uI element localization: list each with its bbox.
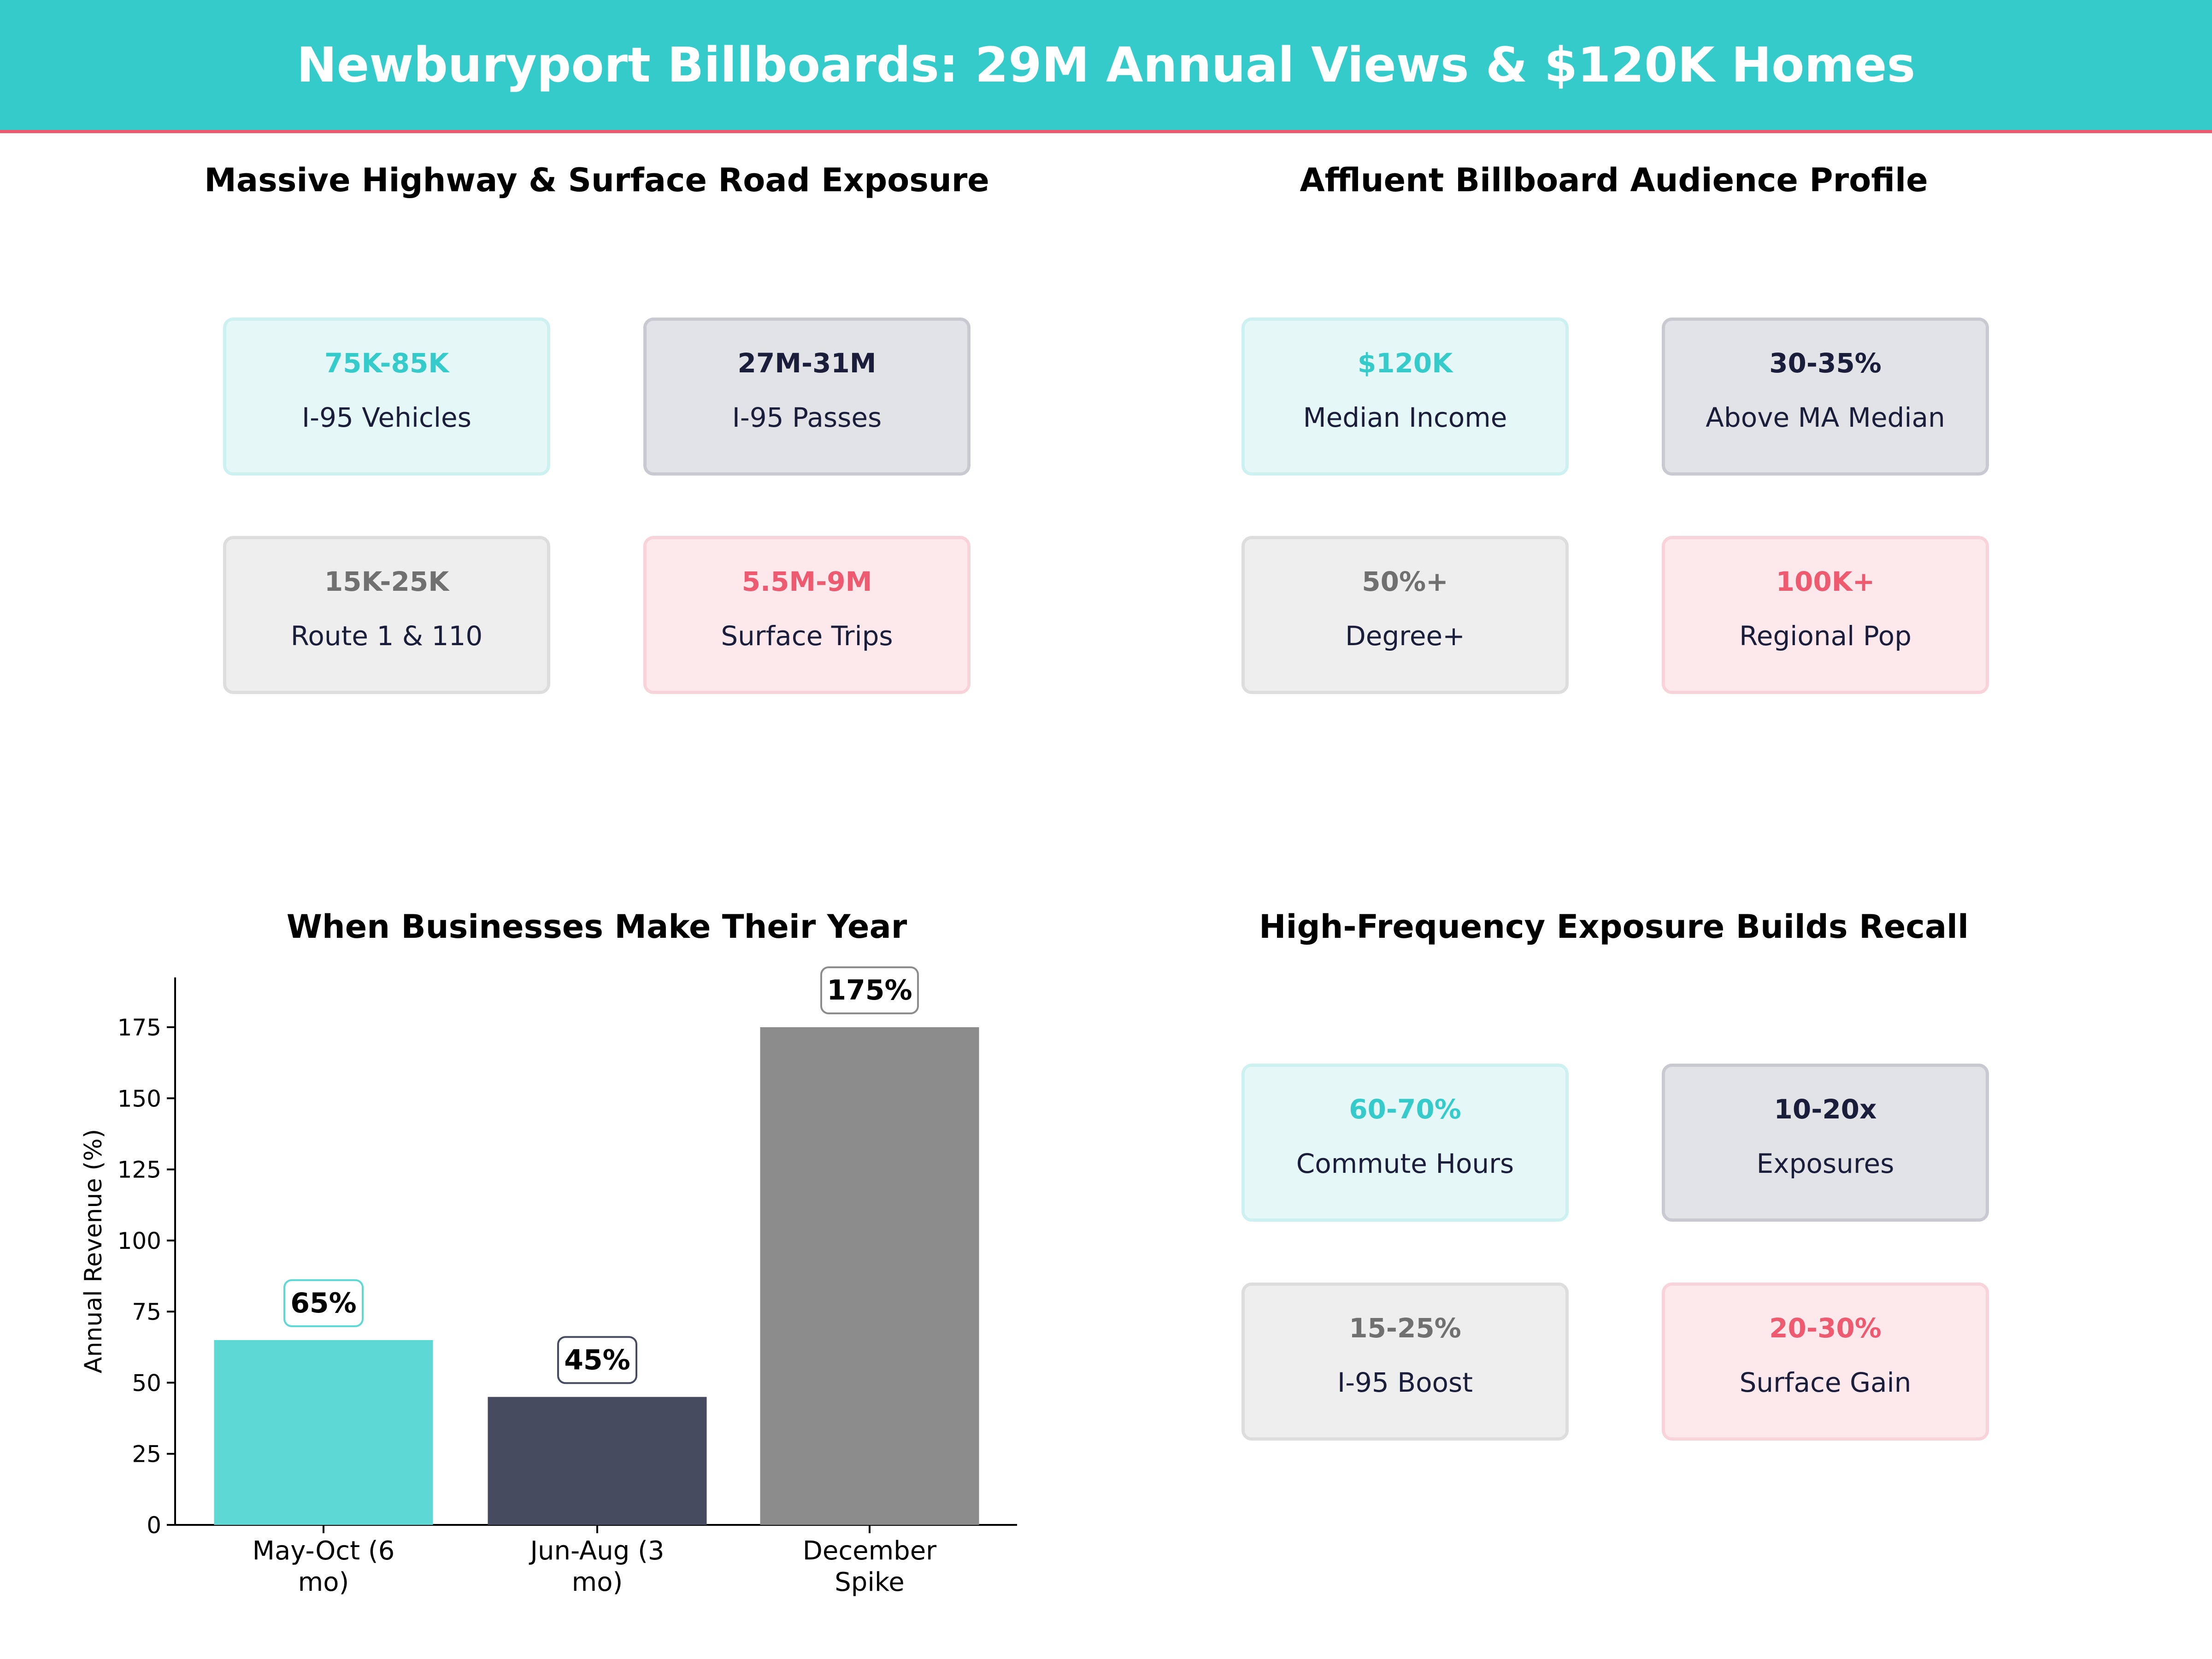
metric-value: 100K+ xyxy=(1776,566,1875,597)
panel-title-audience: Affluent Billboard Audience Profile xyxy=(1300,161,1928,199)
bar xyxy=(488,1397,707,1525)
bar xyxy=(760,1027,979,1525)
y-tick-label: 50 xyxy=(132,1370,161,1396)
metric-value: 75K-85K xyxy=(324,347,449,379)
metric-label: Median Income xyxy=(1303,402,1507,433)
metric-label: Regional Pop xyxy=(1739,620,1912,652)
metric-value: 15-25% xyxy=(1349,1312,1461,1344)
metric-card: 75K-85K I-95 Vehicles xyxy=(223,318,550,476)
data-label: 65% xyxy=(290,1287,357,1319)
metric-label: Degree+ xyxy=(1345,620,1465,652)
x-tick-label: mo) xyxy=(298,1567,349,1597)
metric-card: 50%+ Degree+ xyxy=(1241,536,1569,694)
y-tick-label: 25 xyxy=(132,1441,161,1468)
data-label-box xyxy=(557,1336,637,1384)
bar xyxy=(214,1340,433,1525)
metric-card: 15-25% I-95 Boost xyxy=(1241,1282,1569,1441)
metric-card: 100K+ Regional Pop xyxy=(1662,536,1989,694)
y-axis-label: Annual Revenue (%) xyxy=(80,1129,107,1373)
metric-value: 27M-31M xyxy=(737,347,877,379)
metric-label: I-95 Boost xyxy=(1337,1367,1473,1398)
metric-value: 60-70% xyxy=(1349,1094,1461,1125)
metric-label: Exposures xyxy=(1756,1148,1894,1179)
panel-title-exposure: Massive Highway & Surface Road Exposure xyxy=(204,161,989,199)
metric-card: 15K-25K Route 1 & 110 xyxy=(223,536,550,694)
metric-value: 15K-25K xyxy=(324,566,449,597)
panel-title-frequency: High-Frequency Exposure Builds Recall xyxy=(1259,908,1969,946)
metric-label: Commute Hours xyxy=(1296,1148,1514,1179)
metric-value: 50%+ xyxy=(1362,566,1448,597)
metric-value: 5.5M-9M xyxy=(741,566,872,597)
metric-card: 10-20x Exposures xyxy=(1662,1064,1989,1222)
metric-label: Surface Trips xyxy=(721,620,893,652)
metric-card: $120K Median Income xyxy=(1241,318,1569,476)
header-banner: Newburyport Billboards: 29M Annual Views… xyxy=(0,0,2212,133)
chart-title: When Businesses Make Their Year xyxy=(286,908,907,946)
metric-label: Route 1 & 110 xyxy=(290,620,483,652)
metric-label: I-95 Vehicles xyxy=(302,402,471,433)
y-tick-label: 0 xyxy=(147,1512,161,1539)
metric-label: Surface Gain xyxy=(1739,1367,1912,1398)
metric-value: 30-35% xyxy=(1769,347,1882,379)
x-tick-label: May-Oct (6 xyxy=(253,1536,395,1566)
x-tick-label: mo) xyxy=(572,1567,623,1597)
x-tick-label: Spike xyxy=(835,1567,905,1597)
data-label: 45% xyxy=(564,1344,630,1376)
metric-value: 10-20x xyxy=(1774,1094,1877,1125)
metric-card: 5.5M-9M Surface Trips xyxy=(643,536,971,694)
metric-card: 30-35% Above MA Median xyxy=(1662,318,1989,476)
page-title: Newburyport Billboards: 29M Annual Views… xyxy=(296,37,1916,93)
y-tick-label: 175 xyxy=(118,1014,161,1041)
data-label-box xyxy=(820,966,919,1014)
y-tick-label: 75 xyxy=(132,1299,161,1325)
metric-card: 27M-31M I-95 Passes xyxy=(643,318,971,476)
x-tick-label: December xyxy=(803,1536,937,1566)
data-label-box xyxy=(283,1279,364,1327)
y-tick-label: 100 xyxy=(118,1228,161,1254)
x-tick-label: Jun-Aug (3 xyxy=(529,1536,664,1566)
metric-value: $120K xyxy=(1357,347,1453,379)
metric-label: Above MA Median xyxy=(1706,402,1945,433)
metric-value: 20-30% xyxy=(1769,1312,1882,1344)
y-tick-label: 125 xyxy=(118,1157,161,1183)
data-label: 175% xyxy=(827,974,912,1006)
metric-label: I-95 Passes xyxy=(732,402,882,433)
metric-card: 60-70% Commute Hours xyxy=(1241,1064,1569,1222)
metric-card: 20-30% Surface Gain xyxy=(1662,1282,1989,1441)
y-tick-label: 150 xyxy=(118,1085,161,1112)
